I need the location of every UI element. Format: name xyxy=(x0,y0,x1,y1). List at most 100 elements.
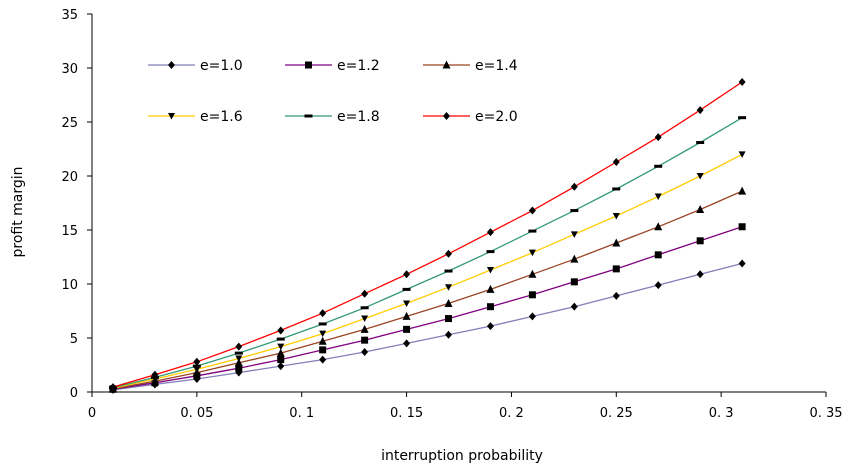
data-point xyxy=(654,222,663,231)
data-point xyxy=(528,229,537,233)
data-point xyxy=(445,330,453,339)
data-point xyxy=(612,265,620,273)
series-line xyxy=(112,226,743,390)
data-point xyxy=(612,187,621,191)
data-point xyxy=(193,357,201,366)
y-tick-label: 5 xyxy=(70,332,78,347)
y-axis-title: profit margin xyxy=(10,166,26,257)
data-point xyxy=(612,212,620,220)
data-point xyxy=(738,78,746,87)
legend-marker xyxy=(168,113,175,120)
series-e=2.0 xyxy=(109,78,746,392)
data-point xyxy=(361,336,369,344)
data-point xyxy=(654,193,662,201)
legend-item: e=1.0 xyxy=(148,58,243,74)
series-e=1.8 xyxy=(108,116,747,390)
data-point xyxy=(277,343,285,351)
data-point xyxy=(570,254,579,263)
data-point xyxy=(696,106,704,115)
data-point xyxy=(696,173,704,180)
y-tick-label: 15 xyxy=(61,224,78,239)
data-point xyxy=(445,249,453,258)
data-point xyxy=(360,324,369,333)
data-point xyxy=(402,311,411,320)
data-point xyxy=(570,278,578,286)
data-point xyxy=(486,228,494,237)
y-tick-label: 0 xyxy=(70,386,78,401)
y-tick-label: 25 xyxy=(61,116,78,131)
x-tick-label: 0 xyxy=(88,406,96,421)
data-point xyxy=(654,251,662,259)
legend-item: e=1.6 xyxy=(148,109,243,125)
data-point xyxy=(570,182,578,191)
data-point xyxy=(570,231,578,238)
x-tick-label: 0. 05 xyxy=(180,406,213,421)
data-point xyxy=(570,302,578,311)
data-point xyxy=(403,339,411,348)
data-point xyxy=(361,289,369,298)
legend-label: e=1.6 xyxy=(200,109,243,125)
legend-marker xyxy=(168,61,175,69)
legend: e=1.0 e=1.2 e=1.4 e=1.6 e=1.8 e=2.0 xyxy=(148,58,518,125)
series-line xyxy=(112,81,743,388)
data-point xyxy=(276,348,285,357)
data-point xyxy=(360,306,369,310)
data-point xyxy=(109,383,117,392)
data-point xyxy=(528,291,536,299)
data-point xyxy=(654,281,662,290)
data-point xyxy=(654,164,663,168)
data-point xyxy=(738,186,747,195)
y-tick-label: 35 xyxy=(61,8,78,23)
data-point xyxy=(570,209,579,213)
legend-marker xyxy=(442,60,451,69)
legend-label: e=1.0 xyxy=(200,58,243,74)
y-tick-label: 20 xyxy=(61,170,78,185)
series-e=1.4 xyxy=(108,186,747,393)
data-point xyxy=(444,269,453,273)
data-point xyxy=(445,284,453,291)
data-point xyxy=(528,269,537,278)
data-point xyxy=(277,362,285,371)
legend-marker xyxy=(304,114,313,118)
data-point xyxy=(486,322,494,331)
data-point xyxy=(235,342,243,351)
data-point xyxy=(277,356,285,364)
x-tick-label: 0. 1 xyxy=(289,406,314,421)
data-point xyxy=(319,346,327,354)
data-point xyxy=(234,351,243,355)
legend-label: e=1.2 xyxy=(337,58,380,74)
data-point xyxy=(738,259,746,268)
data-point xyxy=(486,250,495,254)
data-point xyxy=(193,366,201,373)
data-point xyxy=(738,151,746,158)
data-point xyxy=(654,133,662,142)
series-e=1.6 xyxy=(109,151,746,392)
x-tick-label: 0. 15 xyxy=(390,406,423,421)
data-point xyxy=(696,141,705,145)
data-point xyxy=(528,312,536,321)
data-point xyxy=(486,266,494,274)
data-point xyxy=(403,270,411,279)
data-point xyxy=(486,284,495,293)
data-point xyxy=(612,157,620,166)
data-point xyxy=(612,291,620,300)
data-point xyxy=(528,249,536,257)
series-line xyxy=(112,190,743,390)
data-point xyxy=(319,330,327,338)
data-point xyxy=(234,358,243,367)
data-point xyxy=(738,223,746,231)
data-point xyxy=(486,303,494,311)
data-point xyxy=(403,300,411,307)
data-point xyxy=(192,364,201,368)
x-tick-label: 0. 35 xyxy=(809,406,842,421)
data-point xyxy=(612,238,621,247)
legend-marker xyxy=(305,61,312,69)
legend-marker xyxy=(443,112,450,120)
data-point xyxy=(318,336,327,345)
data-point xyxy=(403,325,411,333)
x-tick-label: 0. 3 xyxy=(709,406,734,421)
data-point xyxy=(445,315,453,323)
data-point xyxy=(361,348,369,357)
